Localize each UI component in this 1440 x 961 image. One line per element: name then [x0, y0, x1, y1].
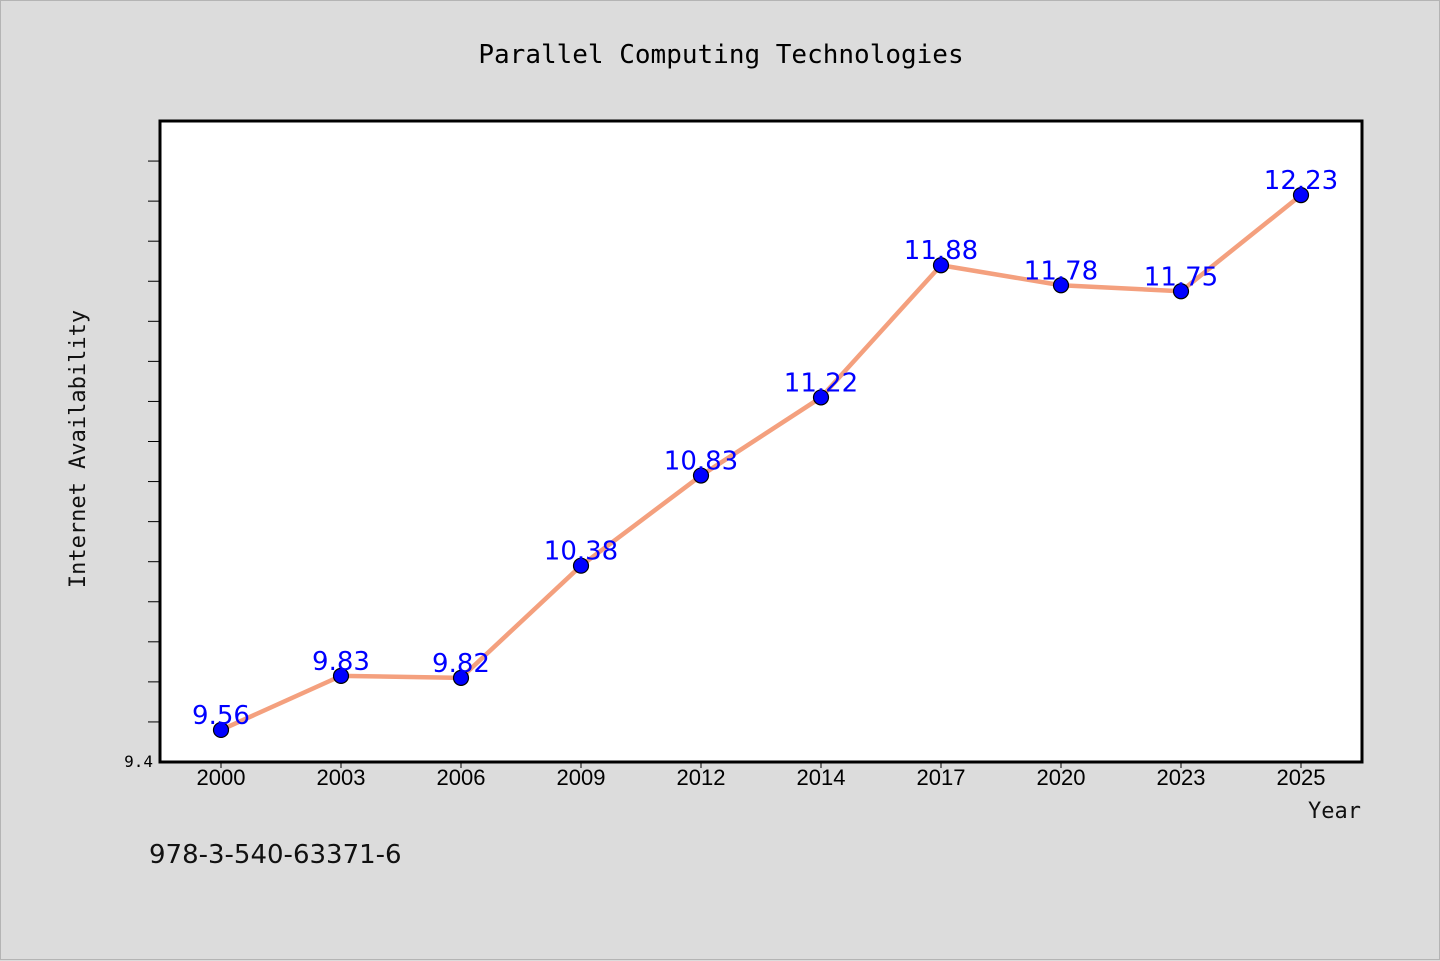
- data-label: 10.38: [544, 537, 618, 567]
- data-label: 9.83: [312, 647, 370, 677]
- data-label: 11.75: [1144, 262, 1218, 292]
- data-label: 11.78: [1024, 256, 1098, 286]
- plot-area: [158, 119, 1364, 764]
- series-line: [218, 192, 1304, 733]
- data-label: 11.88: [904, 236, 978, 266]
- data-point: [572, 557, 590, 574]
- x-tick-label: 2006: [437, 765, 486, 790]
- x-tick-label: 2012: [677, 765, 726, 790]
- data-point: [692, 467, 710, 484]
- x-tick-label: 2025: [1277, 765, 1326, 790]
- data-label: 10.83: [664, 447, 738, 477]
- data-label: 9.56: [192, 701, 250, 731]
- x-tick-label: 2009: [557, 765, 606, 790]
- y-axis-label: Internet Availability: [66, 310, 91, 588]
- data-point: [1052, 277, 1070, 294]
- y-axis-ticks: [148, 160, 160, 723]
- x-axis-label: Year: [1308, 799, 1361, 824]
- footer-code: 978-3-540-63371-6: [149, 840, 402, 870]
- x-axis-ticks: 2000 2003 2006 2009 2012 2014 2017 2020 2023 2025: [197, 762, 1326, 790]
- x-tick-label: 2017: [917, 765, 966, 790]
- data-point: [1172, 283, 1190, 300]
- data-point: [812, 389, 830, 406]
- y-tick-label: 9.4: [124, 752, 153, 771]
- chart-title: Parallel Computing Technologies: [478, 40, 963, 70]
- x-tick-label: 2003: [317, 765, 366, 790]
- x-tick-label: 2014: [797, 765, 846, 790]
- data-markers: [212, 187, 1310, 739]
- series-line-group: [218, 192, 1304, 733]
- data-point: [212, 721, 230, 739]
- x-tick-label: 2023: [1157, 765, 1206, 790]
- data-label: 9.82: [432, 649, 490, 679]
- data-point: [452, 669, 470, 686]
- x-tick-label: 2000: [197, 765, 246, 790]
- data-label: 12.23: [1264, 166, 1338, 196]
- x-tick-label: 2020: [1037, 765, 1086, 790]
- data-point: [932, 257, 950, 274]
- data-point: [332, 667, 350, 684]
- data-label: 11.22: [784, 368, 858, 398]
- data-labels: 9.56 9.83 9.82 10.38 10.83 11.22 11.88 11.78 11.…: [192, 166, 1338, 731]
- data-point: [1292, 187, 1310, 204]
